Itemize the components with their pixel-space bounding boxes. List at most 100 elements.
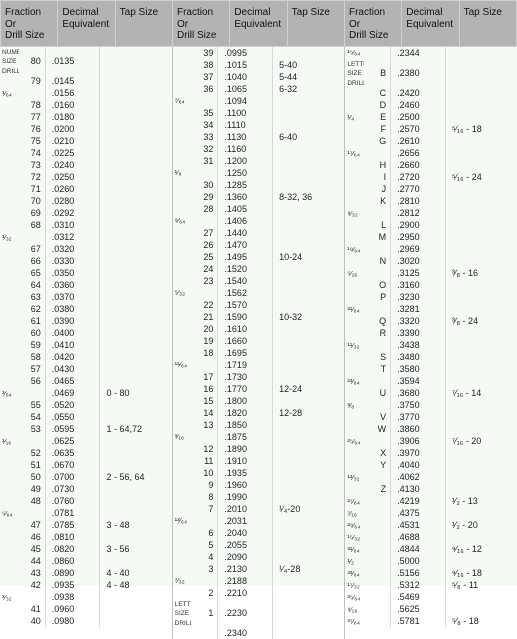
- tap-cell: [100, 363, 172, 375]
- decimal-cell: .2010: [218, 503, 273, 515]
- table-row: 43.08904 - 40: [0, 567, 172, 579]
- fraction-cell: ²⁷⁄₆₄: [345, 495, 364, 507]
- table-row: T.3580: [345, 363, 517, 375]
- size-cell: [364, 615, 391, 627]
- table-row: J.2770: [345, 183, 517, 195]
- decimal-cell: .2500: [391, 111, 446, 123]
- data-panel: NUMBERSIZEDRILLS80.013579.0145¹⁄₆₄.01567…: [0, 47, 517, 639]
- fraction-cell: LETTERSIZEDRILLS: [173, 599, 192, 628]
- drill-size-chart: Fraction OrDrill SizeDecimalEquivalentTa…: [0, 0, 517, 586]
- decimal-cell: .1285: [218, 179, 273, 191]
- decimal-cell: .0890: [45, 567, 100, 579]
- size-cell: [364, 555, 391, 567]
- decimal-cell: .0820: [45, 543, 100, 555]
- decimal-cell: .1960: [218, 479, 273, 491]
- table-row: ¹⁄₈.1250: [173, 167, 345, 179]
- decimal-cell: .1360: [218, 191, 273, 203]
- table-row: NUMBERSIZEDRILLS80.0135: [0, 47, 172, 76]
- fraction-cell: [0, 171, 19, 183]
- tap-cell: [273, 491, 345, 503]
- table-row: 58.0420: [0, 351, 172, 363]
- decimal-cell: .1590: [218, 311, 273, 323]
- fraction-cell: [173, 455, 192, 467]
- decimal-cell: .0935: [45, 579, 100, 591]
- decimal-cell: .0260: [45, 183, 100, 195]
- table-row: 19.1660: [173, 335, 345, 347]
- fraction-cell: [0, 615, 19, 627]
- decimal-cell: .2812: [391, 207, 446, 219]
- column-table: ¹⁵⁄₆₄.2344LETTERSIZEDRILLSB.2380C.2420D.…: [345, 47, 517, 628]
- decimal-cell: .0430: [45, 363, 100, 375]
- decimal-cell: .5156: [391, 567, 446, 579]
- tap-cell: ³⁄₈ - 24: [445, 315, 517, 327]
- size-cell: 43: [19, 567, 46, 579]
- fraction-cell: [0, 603, 19, 615]
- tap-cell: [273, 419, 345, 431]
- fraction-cell: ¹³⁄₃₂: [345, 471, 364, 483]
- size-cell: 78: [19, 99, 46, 111]
- size-cell: V: [364, 411, 391, 423]
- size-cell: [191, 359, 218, 371]
- decimal-cell: .1015: [218, 59, 273, 71]
- decimal-cell: .5781: [391, 615, 446, 627]
- decimal-cell: .2040: [218, 527, 273, 539]
- size-cell: 63: [19, 291, 46, 303]
- table-row: ⁵⁄₁₆.3125³⁄₈ - 16: [345, 267, 517, 279]
- tap-cell: 1 - 64,72: [100, 423, 172, 435]
- table-row: ²¹⁄₆₄.3281: [345, 303, 517, 315]
- decimal-cell: .0520: [45, 399, 100, 411]
- tap-cell: [445, 291, 517, 303]
- tap-cell: ⁵⁄₈ - 11: [445, 579, 517, 591]
- decimal-cell: .1800: [218, 395, 273, 407]
- fraction-cell: [173, 443, 192, 455]
- size-cell: L: [364, 219, 391, 231]
- tap-cell: ⁷⁄₁₆ - 20: [445, 435, 517, 447]
- column-header: Fraction OrDrill Size: [1, 1, 58, 47]
- size-cell: 17: [191, 371, 218, 383]
- data-column: ¹⁵⁄₆₄.2344LETTERSIZEDRILLSB.2380C.2420D.…: [345, 47, 517, 639]
- size-cell: 28: [191, 203, 218, 215]
- size-cell: 24: [191, 263, 218, 275]
- table-row: 74.0225: [0, 147, 172, 159]
- decimal-cell: .0200: [45, 123, 100, 135]
- size-cell: 27: [191, 227, 218, 239]
- fraction-cell: [173, 323, 192, 335]
- table-row: ⁹⁄₃₂.2812: [345, 207, 517, 219]
- size-cell: [364, 435, 391, 447]
- size-cell: 68: [19, 219, 46, 231]
- tap-cell: [445, 591, 517, 603]
- size-cell: 39: [191, 47, 218, 59]
- size-cell: 76: [19, 123, 46, 135]
- fraction-cell: ²¹⁄₆₄: [345, 303, 364, 315]
- table-row: 48.0760: [0, 495, 172, 507]
- tap-cell: 6-40: [273, 131, 345, 143]
- size-cell: 34: [191, 119, 218, 131]
- size-cell: 74: [19, 147, 46, 159]
- tap-cell: [100, 375, 172, 387]
- decimal-cell: .0420: [45, 351, 100, 363]
- tap-cell: [445, 135, 517, 147]
- table-row: M.2950: [345, 231, 517, 243]
- size-cell: 61: [19, 315, 46, 327]
- size-cell: 45: [19, 543, 46, 555]
- size-cell: 65: [19, 267, 46, 279]
- table-row: ⁹⁄₆₄.1406: [173, 215, 345, 227]
- tap-cell: 10-32: [273, 311, 345, 323]
- fraction-cell: [173, 203, 192, 215]
- fraction-cell: ⁵⁄₁₆: [345, 267, 364, 279]
- size-cell: J: [364, 183, 391, 195]
- fraction-cell: ¹⁄₄: [345, 111, 364, 123]
- decimal-cell: .2900: [391, 219, 446, 231]
- decimal-cell: .2656: [391, 147, 446, 159]
- fraction-cell: [173, 527, 192, 539]
- tap-cell: [100, 339, 172, 351]
- table-row: 15.1800: [173, 395, 345, 407]
- fraction-cell: [173, 251, 192, 263]
- size-cell: 12: [191, 443, 218, 455]
- decimal-cell: .1094: [218, 95, 273, 107]
- tap-cell: [445, 423, 517, 435]
- tap-cell: [445, 183, 517, 195]
- table-row: 65.0350: [0, 267, 172, 279]
- size-cell: [191, 215, 218, 227]
- fraction-cell: [345, 363, 364, 375]
